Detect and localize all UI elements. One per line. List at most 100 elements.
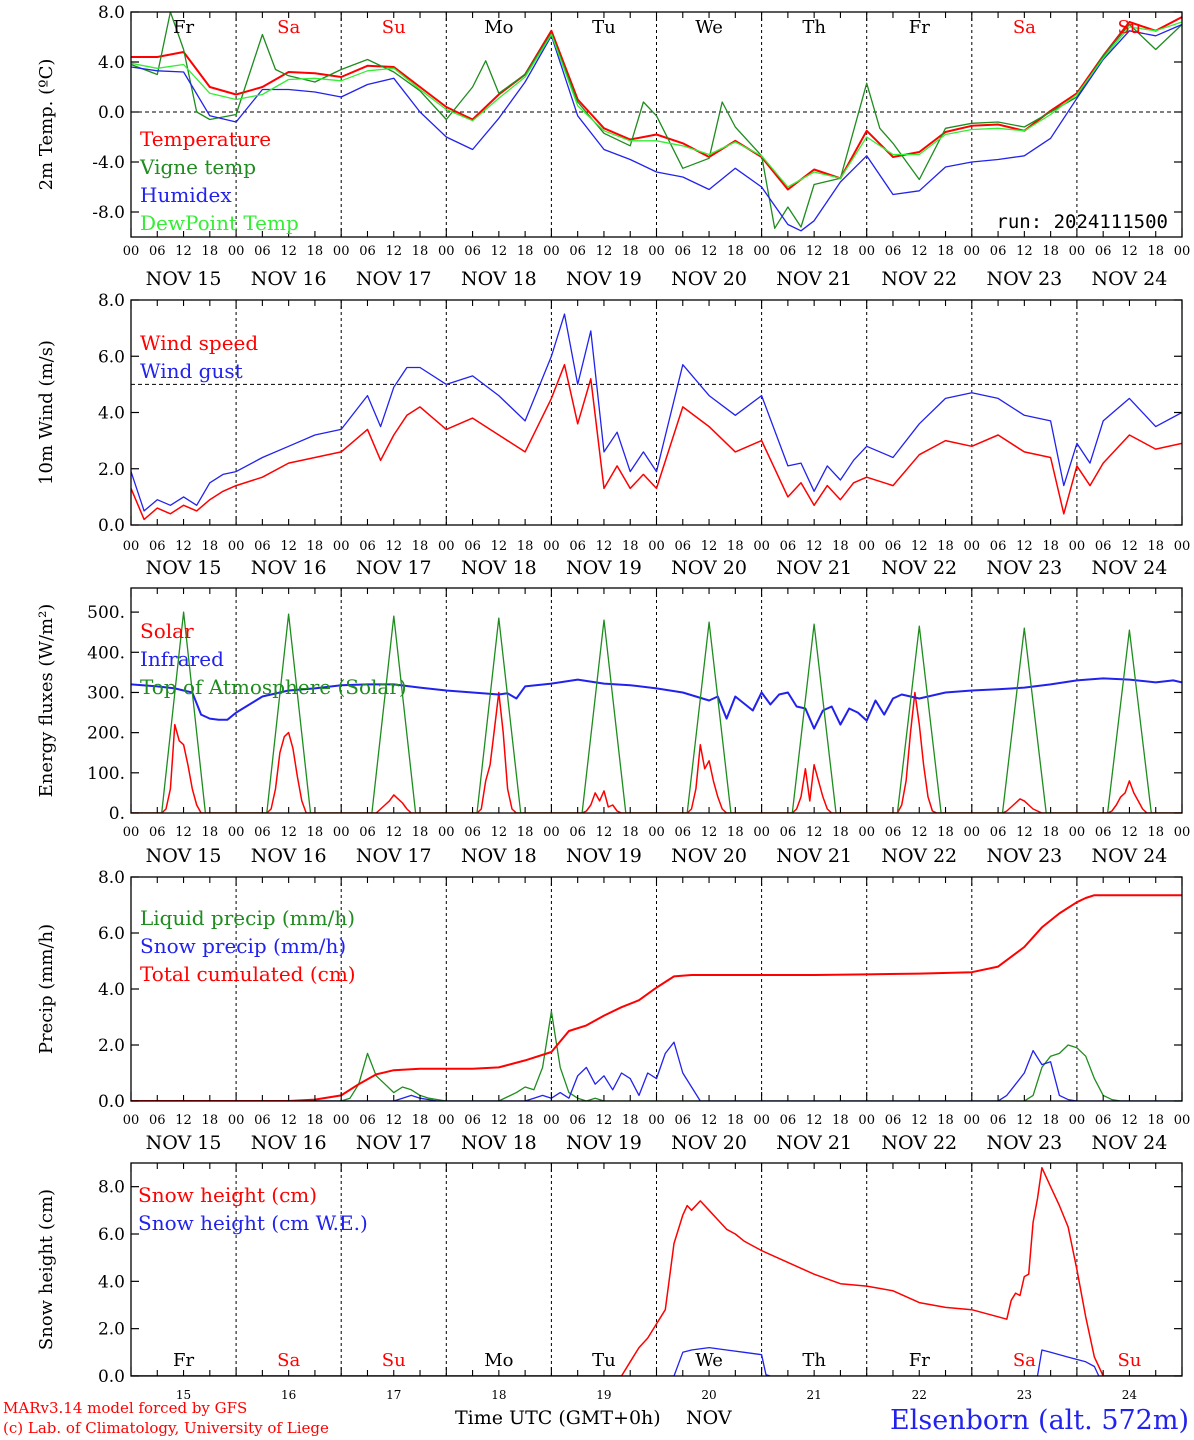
day-name: Fr	[173, 17, 194, 38]
hour-label: 12	[596, 244, 613, 259]
y-tick-label: 4.0	[98, 53, 125, 73]
hour-label: 00	[858, 539, 875, 554]
y-tick-label: 0.0	[98, 1092, 125, 1112]
day-name: Su	[382, 17, 406, 38]
hour-label: 12	[1016, 539, 1033, 554]
date-label: NOV 21	[776, 557, 852, 579]
hour-label: 18	[727, 825, 744, 840]
hour-label: 00	[1174, 1113, 1191, 1128]
day-name: Sa	[277, 1350, 300, 1371]
y-tick-label: 6.0	[98, 1225, 125, 1245]
hour-label: 00	[543, 244, 560, 259]
date-label: NOV 24	[1092, 557, 1168, 579]
hour-label: 12	[911, 1113, 928, 1128]
y-tick-label: 2.0	[98, 1320, 125, 1340]
hour-label: 12	[701, 825, 718, 840]
legend-entry: Liquid precip (mm/h)	[140, 906, 355, 930]
hour-label: 00	[1069, 1113, 1086, 1128]
day-number: 19	[596, 1388, 611, 1402]
date-label: NOV 24	[1092, 845, 1168, 867]
series-line-flux-0	[131, 691, 1182, 813]
hour-label: 18	[1042, 539, 1059, 554]
hour-label: 00	[333, 1113, 350, 1128]
date-label: NOV 20	[671, 268, 747, 290]
day-number: 20	[701, 1388, 716, 1402]
hour-label: 12	[491, 244, 508, 259]
y-tick-label: 200.	[87, 724, 125, 744]
y-axis-label: Energy fluxes (W/m²)	[36, 604, 57, 798]
hour-label: 12	[1121, 539, 1138, 554]
day-number: 15	[176, 1388, 191, 1402]
date-label: NOV 15	[146, 268, 222, 290]
hour-label: 18	[727, 244, 744, 259]
legend-entry: Top of Atmosphere (Solar)	[140, 675, 407, 699]
hour-label: 06	[254, 244, 271, 259]
lab-credit: (c) Lab. of Climatology, University of L…	[3, 1419, 329, 1437]
precip-panel: 8.06.04.02.00.000 06 12 18 00 06 12 18 00 06 12 18 0…	[36, 868, 1190, 1154]
y-tick-label: 6.0	[98, 347, 125, 367]
hour-label: 00	[438, 539, 455, 554]
hour-label: 00	[333, 825, 350, 840]
y-axis-label: Precip (mm/h)	[36, 924, 57, 1054]
hour-label: 06	[780, 539, 797, 554]
day-name: Fr	[173, 1350, 194, 1371]
y-tick-label: 4.0	[98, 1272, 125, 1292]
date-label: NOV 22	[881, 845, 957, 867]
hour-label: 12	[596, 825, 613, 840]
date-label: NOV 21	[776, 268, 852, 290]
y-tick-label: 6.0	[98, 924, 125, 944]
series-line-flux-1	[131, 677, 1182, 730]
day-name: Tu	[592, 1350, 616, 1371]
wind-series	[131, 313, 1182, 521]
day-name: We	[695, 17, 723, 38]
hour-label: 00	[1174, 825, 1191, 840]
day-number: 21	[807, 1388, 822, 1402]
hour-label: 12	[911, 539, 928, 554]
hour-label: 06	[675, 1113, 692, 1128]
date-label: NOV 23	[986, 845, 1062, 867]
hour-label: 00	[228, 1113, 245, 1128]
plot-frame	[130, 587, 1183, 814]
hour-label: 12	[280, 825, 297, 840]
legend-entry: Wind speed	[140, 331, 258, 355]
hour-label: 18	[832, 244, 849, 259]
date-label: NOV 19	[566, 1132, 642, 1154]
hour-label: 12	[701, 1113, 718, 1128]
date-label: NOV 15	[146, 557, 222, 579]
x-axis-month: NOV	[686, 1407, 732, 1429]
y-tick-label: 2.0	[98, 460, 125, 480]
series-line-temp-2	[131, 23, 1182, 232]
legend-entry: DewPoint Temp	[140, 211, 299, 235]
hour-label: 18	[622, 1113, 639, 1128]
date-label: NOV 16	[251, 845, 327, 867]
day-name: Th	[802, 1350, 826, 1371]
date-label: NOV 18	[461, 845, 537, 867]
y-tick-label: 8.0	[98, 868, 125, 888]
hour-label: 18	[202, 1113, 219, 1128]
hour-label: 06	[359, 539, 376, 554]
hour-label: 18	[517, 1113, 534, 1128]
day-name: Th	[802, 17, 826, 38]
hour-label: 18	[517, 825, 534, 840]
hour-label: 12	[1121, 825, 1138, 840]
y-tick-label: 100.	[87, 764, 125, 784]
date-label: NOV 22	[881, 268, 957, 290]
hour-label: 18	[412, 825, 429, 840]
hour-label: 12	[596, 539, 613, 554]
hour-label: 06	[990, 244, 1007, 259]
date-label: NOV 17	[356, 557, 432, 579]
y-tick-label: 0.0	[98, 516, 125, 536]
hour-label: 06	[569, 1113, 586, 1128]
hour-label: 12	[280, 244, 297, 259]
hour-label: 00	[858, 244, 875, 259]
hour-label: 06	[990, 825, 1007, 840]
hour-label: 06	[359, 244, 376, 259]
hour-label: 18	[937, 539, 954, 554]
date-label: NOV 18	[461, 557, 537, 579]
hour-label: 06	[1095, 1113, 1112, 1128]
date-label: NOV 23	[986, 1132, 1062, 1154]
hour-label: 18	[517, 539, 534, 554]
hour-label: 12	[806, 1113, 823, 1128]
hour-label: 00	[753, 825, 770, 840]
